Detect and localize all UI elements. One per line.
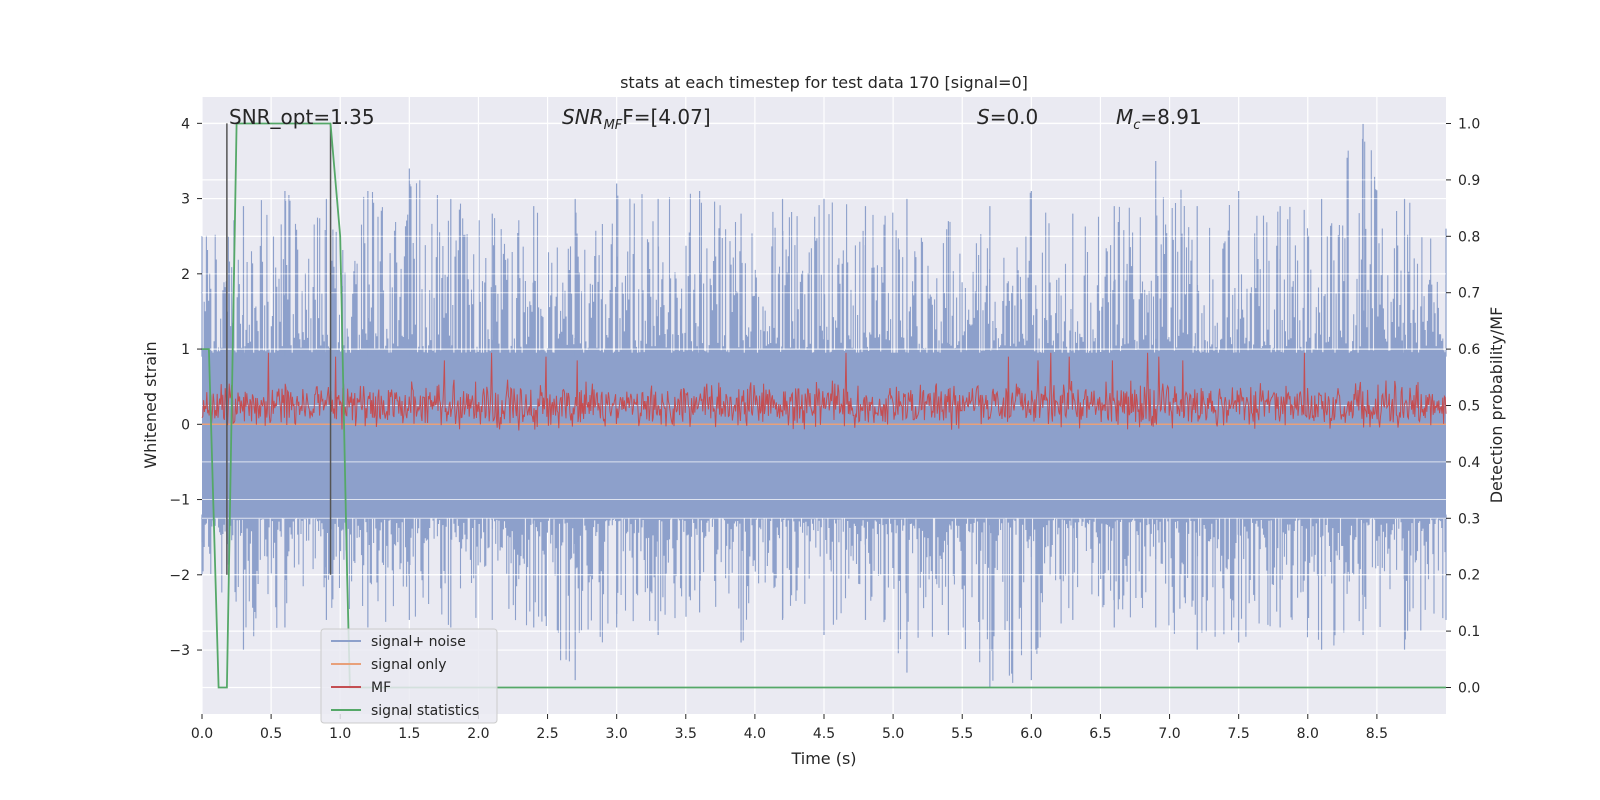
x-axis-label: Time (s) xyxy=(790,749,856,768)
annotation-snr-opt: SNR_opt=1.35 xyxy=(229,105,375,129)
y2-tick-label: 0.3 xyxy=(1458,511,1480,527)
y-tick-label: 0 xyxy=(181,417,190,433)
y2-tick-label: 0.8 xyxy=(1458,229,1480,245)
legend: signal+ noise signal only MF signal stat… xyxy=(320,628,498,724)
x-tick-label: 0.0 xyxy=(191,726,213,742)
y2-axis-label: Detection probability/MF xyxy=(1487,307,1506,504)
x-tick-label: 5.5 xyxy=(951,726,973,742)
x-tick-label: 8.5 xyxy=(1366,726,1388,742)
x-tick-label: 3.0 xyxy=(606,726,628,742)
x-tick-label: 1.5 xyxy=(398,726,420,742)
legend-label-signal-statistics: signal statistics xyxy=(371,703,479,719)
legend-label-signal-noise: signal+ noise xyxy=(371,634,466,650)
series-signal-noise-core xyxy=(202,352,1446,519)
y2-tick-label: 0.1 xyxy=(1458,624,1480,640)
x-tick-label: 2.0 xyxy=(467,726,489,742)
y2-tick-label: 0.0 xyxy=(1458,680,1480,696)
y2-tick-label: 0.4 xyxy=(1458,455,1480,471)
y-tick-label: 2 xyxy=(181,267,190,283)
chart-title: stats at each timestep for test data 170… xyxy=(620,73,1028,92)
y-tick-label: −3 xyxy=(169,643,190,659)
y-tick-label: 4 xyxy=(181,116,190,132)
y-tick-label: 1 xyxy=(181,342,190,358)
legend-label-signal-only: signal only xyxy=(371,657,446,673)
annotation-snr-mf: SNRMFF=[4.07] xyxy=(562,105,711,133)
x-tick-label: 4.0 xyxy=(744,726,766,742)
x-tick-label: 1.0 xyxy=(329,726,351,742)
y2-tick-label: 0.9 xyxy=(1458,173,1480,189)
series-mf xyxy=(201,352,1447,431)
x-tick-label: 5.0 xyxy=(882,726,904,742)
y2-tick-label: 1.0 xyxy=(1458,117,1480,133)
y-axis-label: Whitened strain xyxy=(141,341,160,468)
legend-box xyxy=(320,628,498,724)
legend-label-mf: MF xyxy=(371,680,391,696)
y-tick-label: 3 xyxy=(181,192,190,208)
y2-tick-label: 0.2 xyxy=(1458,568,1480,584)
x-tick-label: 2.5 xyxy=(536,726,558,742)
axes: 0.0 0.5 1.0 1.5 2.0 2.5 3.0 3.5 4.0 4.5 5.0 5.5 6.0 6… xyxy=(169,116,1480,742)
annotation-chirp-mass: Mc=8.91 xyxy=(1116,105,1202,133)
x-tick-label: 4.5 xyxy=(813,726,835,742)
y2-tick-label: 0.7 xyxy=(1458,286,1480,302)
y-tick-label: −1 xyxy=(169,493,190,509)
x-tick-label: 3.5 xyxy=(675,726,697,742)
x-tick-label: 8.0 xyxy=(1297,726,1319,742)
x-tick-label: 7.0 xyxy=(1158,726,1180,742)
y2-tick-label: 0.5 xyxy=(1458,399,1480,415)
x-tick-label: 6.0 xyxy=(1020,726,1042,742)
y2-tick-label: 0.6 xyxy=(1458,342,1480,358)
x-tick-label: 7.5 xyxy=(1228,726,1250,742)
x-tick-label: 6.5 xyxy=(1089,726,1111,742)
x-tick-label: 0.5 xyxy=(260,726,282,742)
y-tick-label: −2 xyxy=(169,568,190,584)
annotation-s-value: S=0.0 xyxy=(977,105,1038,129)
